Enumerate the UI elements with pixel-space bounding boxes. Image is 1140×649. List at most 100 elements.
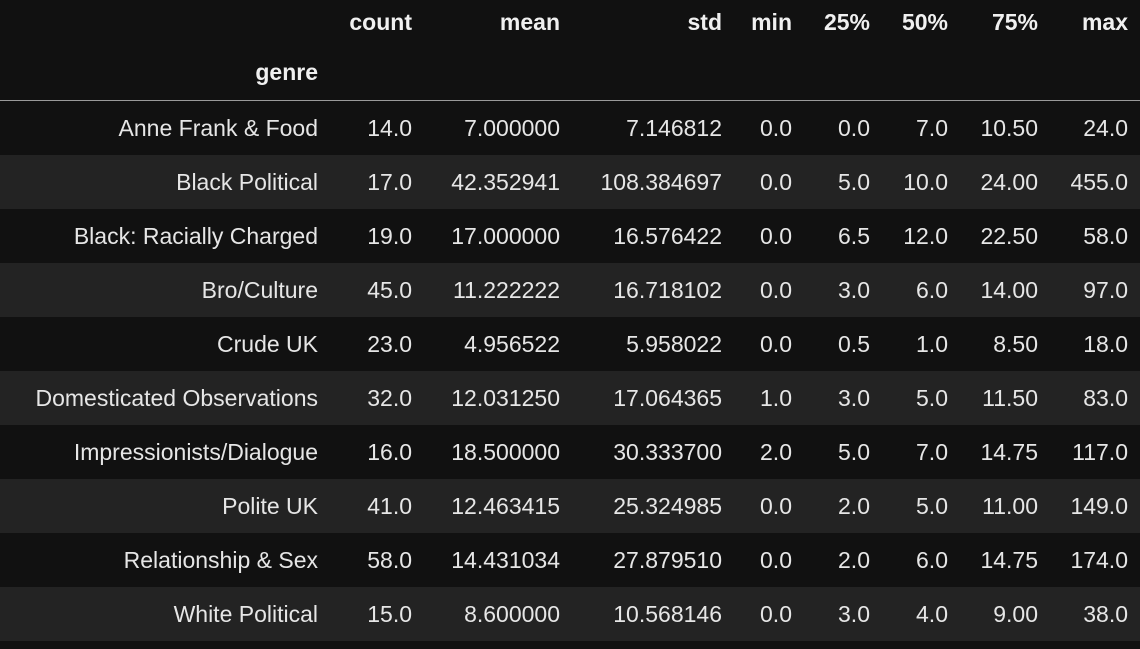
table-row: Black Political 17.0 42.352941 108.384697 0.… (0, 155, 1140, 209)
cell-25pct: 3.0 (838, 600, 870, 627)
cell-std: 16.576422 (613, 222, 722, 249)
cell-count: 17.0 (367, 168, 412, 195)
cell-75pct: 10.50 (980, 114, 1038, 141)
cell-std: 10.568146 (613, 600, 722, 627)
row-label-genre: Crude UK (217, 330, 318, 357)
table-row: Polite UK 41.0 12.463415 25.324985 0.0 2.0 5.0… (0, 479, 1140, 533)
cell-mean: 7.000000 (464, 114, 560, 141)
cell-75pct: 8.50 (993, 330, 1038, 357)
cell-50pct: 4.0 (916, 600, 948, 627)
cell-25pct: 5.0 (838, 168, 870, 195)
cell-min: 0.0 (760, 222, 792, 249)
cell-mean: 8.600000 (464, 600, 560, 627)
cell-std: 27.879510 (613, 546, 722, 573)
cell-max: 174.0 (1070, 546, 1128, 573)
cell-count: 14.0 (367, 114, 412, 141)
cell-75pct: 24.00 (980, 168, 1038, 195)
cell-25pct: 3.0 (838, 384, 870, 411)
cell-25pct: 0.5 (838, 330, 870, 357)
cell-50pct: 6.0 (916, 546, 948, 573)
cell-max: 24.0 (1083, 114, 1128, 141)
cell-count: 32.0 (367, 384, 412, 411)
cell-mean: 12.463415 (451, 492, 560, 519)
cell-min: 1.0 (760, 384, 792, 411)
cell-max: 117.0 (1072, 438, 1128, 465)
column-header-mean: mean (499, 8, 560, 35)
cell-50pct: 10.0 (903, 168, 948, 195)
cell-count: 23.0 (367, 330, 412, 357)
row-label-genre: Domesticated Observations (35, 384, 318, 411)
cell-50pct: 5.0 (916, 492, 948, 519)
cell-mean: 18.500000 (451, 438, 560, 465)
table-row: Domesticated Observations 32.0 12.031250 17… (0, 371, 1140, 425)
cell-std: 108.384697 (600, 168, 722, 195)
cell-25pct: 5.0 (838, 438, 870, 465)
cell-mean: 17.000000 (451, 222, 560, 249)
table-row: Crude UK 23.0 4.956522 5.958022 0.0 0.5 1.0 8.5… (0, 317, 1140, 371)
cell-50pct: 1.0 (916, 330, 948, 357)
cell-max: 83.0 (1083, 384, 1128, 411)
cell-mean: 12.031250 (451, 384, 560, 411)
cell-max: 58.0 (1083, 222, 1128, 249)
column-header-min: min (751, 8, 792, 35)
cell-25pct: 2.0 (838, 492, 870, 519)
cell-count: 16.0 (367, 438, 412, 465)
cell-50pct: 7.0 (916, 114, 948, 141)
corner-cell (0, 0, 330, 44)
cell-min: 0.0 (760, 492, 792, 519)
table-row: Relationship & Sex 58.0 14.431034 27.879510… (0, 533, 1140, 587)
cell-75pct: 22.50 (980, 222, 1038, 249)
index-name-row: genre (0, 44, 1140, 101)
row-label-genre: Anne Frank & Food (118, 114, 318, 141)
column-header-count: count (349, 8, 412, 35)
column-header-std: std (687, 8, 723, 35)
cell-mean: 14.431034 (451, 546, 560, 573)
cell-75pct: 14.75 (980, 438, 1038, 465)
cell-min: 2.0 (760, 438, 792, 465)
cell-25pct: 3.0 (838, 276, 870, 303)
cell-min: 0.0 (760, 600, 792, 627)
table-body: Anne Frank & Food 14.0 7.000000 7.146812 0.0… (0, 100, 1140, 641)
cell-count: 58.0 (367, 546, 412, 573)
cell-std: 17.064365 (613, 384, 722, 411)
cell-75pct: 14.00 (980, 276, 1038, 303)
table-row: Anne Frank & Food 14.0 7.000000 7.146812 0.0… (0, 100, 1140, 155)
column-header-25pct: 25% (823, 8, 870, 35)
row-label-genre: Black Political (176, 168, 318, 195)
column-header-75pct: 75% (991, 8, 1038, 35)
cell-max: 149.0 (1070, 492, 1128, 519)
table-row: Black: Racially Charged 19.0 17.000000 16.5… (0, 209, 1140, 263)
cell-std: 30.333700 (613, 438, 722, 465)
cell-min: 0.0 (760, 330, 792, 357)
cell-min: 0.0 (760, 546, 792, 573)
column-header-row: count mean std min 25% 50% 75% max (0, 0, 1140, 44)
cell-75pct: 9.00 (993, 600, 1038, 627)
cell-max: 97.0 (1083, 276, 1128, 303)
cell-std: 16.718102 (613, 276, 722, 303)
row-label-genre: White Political (173, 600, 318, 627)
cell-25pct: 0.0 (838, 114, 870, 141)
cell-count: 45.0 (367, 276, 412, 303)
row-label-genre: Bro/Culture (201, 276, 318, 303)
cell-50pct: 7.0 (916, 438, 948, 465)
table-header: count mean std min 25% 50% 75% max genre (0, 0, 1140, 101)
cell-count: 41.0 (367, 492, 412, 519)
cell-mean: 42.352941 (451, 168, 560, 195)
table-row: Bro/Culture 45.0 11.222222 16.718102 0.0 3.0 6… (0, 263, 1140, 317)
cell-25pct: 6.5 (838, 222, 870, 249)
row-label-genre: Relationship & Sex (123, 546, 318, 573)
cell-75pct: 11.00 (982, 492, 1038, 519)
cell-25pct: 2.0 (838, 546, 870, 573)
cell-max: 38.0 (1083, 600, 1128, 627)
cell-std: 7.146812 (626, 114, 722, 141)
column-header-50pct: 50% (901, 8, 948, 35)
table-row: Impressionists/Dialogue 16.0 18.500000 30.3… (0, 425, 1140, 479)
row-label-genre: Black: Racially Charged (73, 222, 318, 249)
cell-min: 0.0 (760, 114, 792, 141)
cell-mean: 4.956522 (464, 330, 560, 357)
cell-50pct: 12.0 (903, 222, 948, 249)
cell-count: 15.0 (367, 600, 412, 627)
table-row: White Political 15.0 8.600000 10.568146 0.0 3… (0, 587, 1140, 641)
